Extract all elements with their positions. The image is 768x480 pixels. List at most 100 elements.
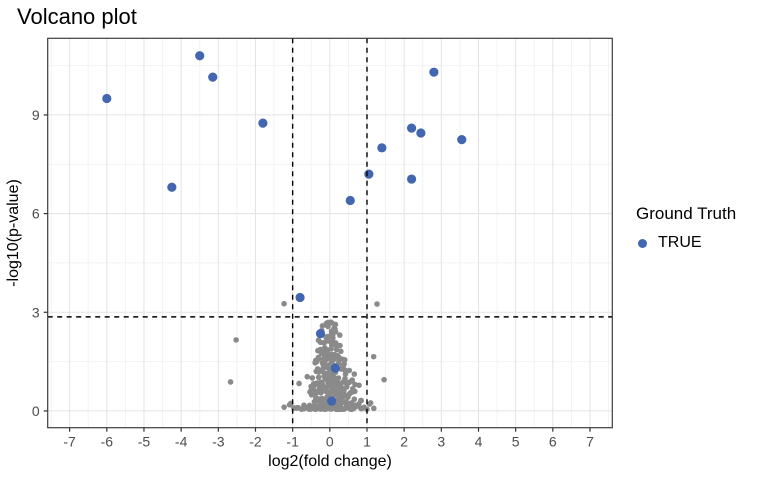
data-point-background (336, 332, 343, 338)
y-axis-title: -log10(p-value) (5, 179, 22, 287)
data-point-background (370, 353, 377, 360)
data-point-true (295, 292, 305, 303)
data-point-background (306, 406, 312, 412)
data-point-background (296, 380, 302, 387)
data-point-true (406, 123, 417, 133)
data-point-background (342, 378, 348, 385)
plot-title: Volcano plot (17, 4, 137, 29)
data-point-background (281, 300, 287, 307)
data-point-background (314, 404, 320, 411)
data-point-background (318, 382, 324, 389)
data-point-background (322, 376, 329, 382)
data-point-background (337, 382, 344, 389)
data-point-background (367, 400, 374, 406)
x-tick-label: -4 (175, 434, 188, 450)
data-point-background (333, 406, 339, 413)
x-tick-label: -2 (249, 434, 262, 450)
data-point-background (323, 320, 330, 327)
data-point-background (298, 406, 305, 413)
data-point-background (371, 405, 377, 412)
data-point-background (357, 405, 364, 411)
data-point-background (326, 336, 332, 342)
data-point-background (352, 388, 358, 395)
data-point-background (301, 402, 307, 408)
x-tick-label: 3 (437, 434, 445, 450)
legend-items: TRUE (636, 234, 736, 252)
x-tick-label: -7 (63, 434, 76, 450)
data-point-background (327, 355, 334, 361)
x-tick-label: 0 (326, 434, 334, 450)
x-tick-label: 4 (475, 434, 483, 450)
data-point-background (342, 398, 349, 405)
x-tick-label: -3 (212, 434, 225, 450)
legend-key-dot (638, 238, 647, 248)
data-point-background (233, 337, 239, 343)
data-point-background (317, 339, 324, 346)
data-point-background (311, 382, 318, 389)
data-point-true (330, 363, 340, 373)
legend-title: Ground Truth (636, 204, 737, 223)
data-point-true (102, 93, 112, 104)
data-point-background (333, 389, 339, 395)
data-point-true (364, 169, 374, 179)
data-point-background (327, 404, 333, 411)
data-point-background (348, 378, 355, 384)
data-point-background (318, 401, 324, 407)
data-point-true (345, 195, 355, 206)
data-point-background (351, 371, 358, 377)
data-point-background (281, 404, 287, 410)
x-tick-label: -1 (286, 434, 299, 450)
data-point-background (309, 375, 316, 381)
data-point-true (406, 174, 417, 184)
data-point-true (258, 118, 268, 128)
data-point-true (377, 143, 387, 153)
data-point-background (333, 346, 340, 353)
data-point-true (315, 329, 326, 339)
x-tick-label: 2 (400, 434, 408, 450)
data-point-background (227, 379, 234, 385)
data-point-background (339, 363, 346, 369)
data-point-true (208, 72, 218, 82)
x-tick-label: 6 (549, 434, 557, 450)
legend-item-label: TRUE (658, 234, 702, 251)
x-tick-label: -6 (101, 434, 114, 450)
data-point-background (352, 381, 358, 388)
data-point-background (326, 383, 332, 389)
data-point-true (195, 51, 205, 61)
data-point-background (342, 371, 349, 377)
data-point-true (327, 396, 337, 406)
x-tick-label: -5 (138, 434, 151, 450)
data-point-background (358, 397, 364, 404)
data-point-background (317, 389, 324, 396)
data-point-background (322, 354, 328, 361)
data-point-background (338, 348, 344, 355)
data-point-background (316, 369, 322, 375)
panel-border (47, 37, 613, 429)
data-point-background (346, 367, 353, 374)
data-point-background (353, 403, 360, 410)
data-point-background (381, 376, 387, 383)
legend-item: TRUE (638, 234, 736, 252)
y-tick-label: 0 (32, 403, 40, 419)
data-point-true (416, 128, 426, 138)
data-point-background (374, 301, 380, 307)
x-tick-label: 7 (586, 434, 594, 450)
data-point-background (348, 400, 355, 406)
x-tick-label: 1 (363, 434, 371, 450)
y-tick-label: 3 (32, 304, 40, 320)
x-axis-title: log2(fold change) (268, 453, 392, 470)
y-tick-label: 6 (32, 206, 40, 222)
data-point-background (320, 362, 327, 368)
data-point-background (348, 406, 355, 413)
data-point-true (429, 67, 439, 77)
data-point-background (315, 374, 322, 381)
y-tick-label: 9 (32, 107, 40, 123)
data-point-background (336, 401, 343, 407)
data-point-background (317, 396, 324, 403)
data-point-background (320, 348, 326, 355)
data-point-background (304, 373, 311, 380)
data-point-true (457, 134, 467, 145)
data-point-background (337, 342, 343, 349)
